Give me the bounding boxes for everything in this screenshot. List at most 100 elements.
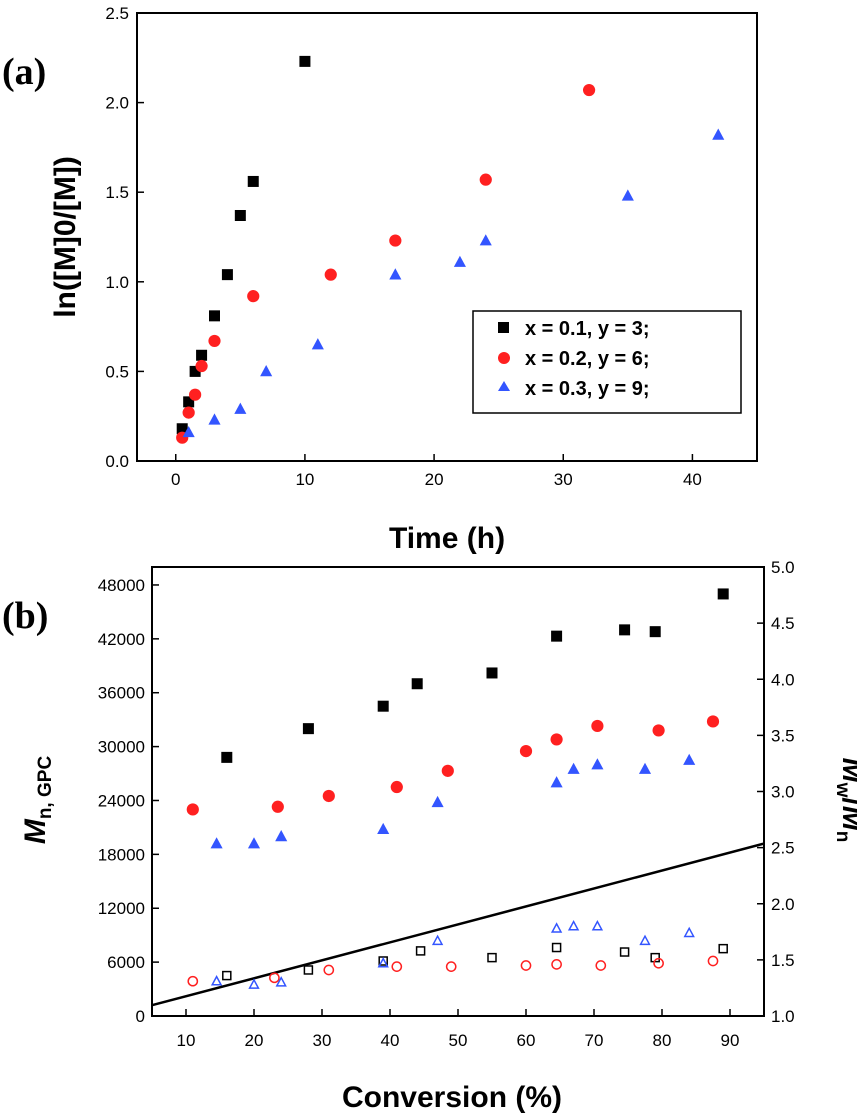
y-tick-label: 2.0 xyxy=(105,94,129,113)
data-point-series-3 xyxy=(210,837,223,849)
data-point-series-5 xyxy=(707,955,719,967)
data-point-series-3 xyxy=(275,830,288,842)
data-point-series-2 xyxy=(208,334,221,348)
right-y-tick-label: 4.5 xyxy=(771,614,795,633)
x-tick-label: 90 xyxy=(721,1031,740,1050)
data-point-series-3 xyxy=(208,413,221,425)
panel-b-ticks: 10 20 30 40 50 60 70 80 90 0 6000 12000 18000 24000 30… xyxy=(98,558,795,1050)
panel-a-legend: x = 0.1, y = 3; x = 0.2, y = 6; x = 0.3,… xyxy=(472,310,742,414)
right-y-tick-label: 1.0 xyxy=(771,1007,795,1026)
data-point-series-4 xyxy=(415,946,426,956)
data-point-series-4 xyxy=(650,952,660,963)
data-point-series-5 xyxy=(391,961,403,972)
y-tick-label: 2.5 xyxy=(105,4,129,23)
data-point-series-2 xyxy=(389,234,402,247)
left-y-tick-label: 30000 xyxy=(98,738,145,757)
left-y-tick-label: 36000 xyxy=(98,684,145,703)
svg-text:Mn, GPC: Mn, GPC xyxy=(19,756,56,845)
right-y-tick-label: 4.0 xyxy=(771,670,795,689)
x-tick-label: 10 xyxy=(177,1031,196,1050)
x-tick-label: 80 xyxy=(653,1031,672,1050)
data-point-series-6 xyxy=(248,978,260,989)
panel-b-x-axis-label: Conversion (%) xyxy=(342,1081,562,1114)
data-point-series-6 xyxy=(377,957,389,968)
data-point-series-1 xyxy=(649,626,661,638)
panel-b-y-axis-label-left: Mn, GPC xyxy=(19,756,56,845)
legend-marker-series-1 xyxy=(498,322,509,333)
right-y-tick-label: 2.0 xyxy=(771,895,795,914)
data-point-series-2 xyxy=(479,173,492,186)
data-point-series-5 xyxy=(445,961,457,972)
y-tick-label: 0.0 xyxy=(105,452,129,471)
data-point-series-2 xyxy=(182,406,195,419)
data-point-series-1 xyxy=(486,667,498,679)
data-point-series-3 xyxy=(712,128,725,140)
legend-label-series-2: x = 0.2, y = 6; xyxy=(525,348,650,370)
data-point-series-1 xyxy=(183,396,195,408)
data-point-series-6 xyxy=(431,934,444,946)
left-y-tick-label: 48000 xyxy=(98,576,145,595)
y-tick-label: 0.5 xyxy=(105,362,129,381)
panel-b-y-axis-label-right: Mw/Mn xyxy=(832,758,857,843)
data-point-series-1 xyxy=(717,588,729,600)
data-point-series-1 xyxy=(619,624,631,636)
data-point-series-1 xyxy=(411,678,423,690)
data-point-series-5 xyxy=(595,960,607,971)
y-tick-label: 1.5 xyxy=(105,183,129,202)
data-point-series-2 xyxy=(441,764,454,777)
data-point-series-1 xyxy=(221,269,233,281)
right-axis-slash: / xyxy=(836,797,857,806)
data-point-series-2 xyxy=(247,290,260,303)
x-tick-label: 20 xyxy=(245,1031,264,1050)
legend-label-series-1: x = 0.1, y = 3; xyxy=(525,318,650,340)
data-point-series-6 xyxy=(210,975,223,986)
theory-line xyxy=(151,842,765,1007)
data-point-series-3 xyxy=(247,837,261,849)
data-point-series-3 xyxy=(260,365,273,377)
data-point-series-6 xyxy=(591,920,604,931)
data-point-series-1 xyxy=(221,751,233,763)
data-point-series-4 xyxy=(551,942,562,953)
panel-a-points xyxy=(176,55,725,444)
data-point-series-3 xyxy=(638,762,652,774)
data-point-series-5 xyxy=(187,975,199,987)
legend-marker-series-3 xyxy=(498,381,510,391)
data-point-series-1 xyxy=(209,310,220,322)
data-point-series-2 xyxy=(591,719,604,733)
data-point-series-4 xyxy=(487,952,497,963)
data-point-series-1 xyxy=(176,423,188,435)
data-point-series-1 xyxy=(302,723,314,735)
x-tick-label: 20 xyxy=(425,470,444,489)
data-point-series-6 xyxy=(567,920,580,931)
x-tick-label: 0 xyxy=(171,470,180,489)
data-point-series-5 xyxy=(520,960,532,971)
left-axis-symbol: M xyxy=(19,818,52,844)
panel-b: (b) Conversion (%) Mn, GPC Mw/Mn 1020304… xyxy=(2,558,857,1114)
right-y-tick-label: 1.5 xyxy=(771,951,795,970)
right-axis-mw: M xyxy=(836,758,857,784)
x-tick-label: 70 xyxy=(585,1031,604,1050)
data-point-series-3 xyxy=(431,795,444,808)
data-point-series-4 xyxy=(718,943,728,954)
data-point-series-3 xyxy=(234,402,247,414)
panel-b-label: (b) xyxy=(2,595,48,637)
x-tick-label: 10 xyxy=(295,470,314,489)
legend-box xyxy=(472,310,742,414)
data-point-series-3 xyxy=(683,753,696,765)
left-y-tick-label: 6000 xyxy=(107,953,145,972)
data-point-series-1 xyxy=(377,700,389,712)
right-y-tick-label: 2.5 xyxy=(771,839,795,858)
data-point-series-1 xyxy=(299,55,311,67)
data-point-series-2 xyxy=(582,83,596,97)
data-point-series-1 xyxy=(551,630,563,642)
data-point-series-2 xyxy=(324,268,337,281)
data-point-series-4 xyxy=(303,965,314,975)
data-point-series-6 xyxy=(550,922,563,933)
data-point-series-2 xyxy=(519,744,533,758)
right-y-tick-label: 3.0 xyxy=(771,783,795,802)
panel-b-points xyxy=(186,588,729,989)
data-point-series-3 xyxy=(591,758,604,770)
data-point-series-2 xyxy=(189,388,202,401)
right-axis-mn: M xyxy=(836,806,857,832)
